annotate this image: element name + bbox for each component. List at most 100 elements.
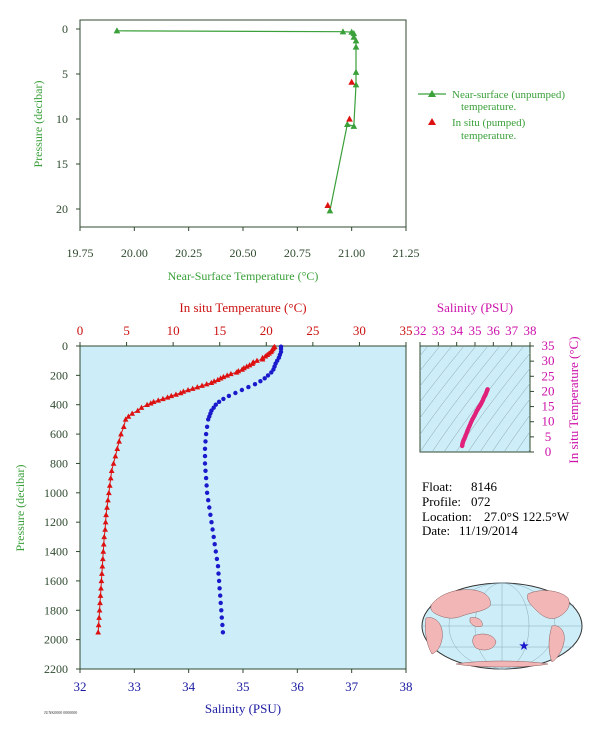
ts-salinity-tick-label: 34 (450, 323, 464, 338)
ts-salinity-tick-label: 33 (432, 323, 445, 338)
profile-salinity-point (210, 527, 215, 532)
near-surface-y-tick-label: 10 (56, 112, 68, 126)
profile-salinity-point (209, 520, 214, 525)
ts-salinity-axis-label: Salinity (PSU) (437, 300, 513, 315)
profile-temperature-tick-label: 0 (77, 323, 84, 338)
ts-temperature-axis-label: In situ Temperature (°C) (566, 336, 581, 463)
profile-temperature-point (97, 592, 104, 598)
near-surface-unpumped-point (113, 27, 121, 34)
world-map (421, 582, 583, 670)
near-surface-series (113, 27, 360, 214)
profile-temperature-point (96, 607, 103, 613)
profile-salinity-point (206, 498, 211, 503)
ts-temperature-tick-label: 20 (542, 383, 555, 398)
profile-temperature-point (107, 475, 114, 481)
profile-salinity-point (203, 475, 209, 481)
profile-temperature-point (99, 563, 106, 569)
profile-plot-frame (79, 345, 407, 670)
near-surface-unpumped-point (350, 30, 358, 37)
near-surface-y-tick-label: 15 (56, 157, 68, 171)
profile-temperature-point (116, 438, 122, 444)
profile-chart: 0 5 10 15 20 25 30 35 32 33 34 35 36 37 38 0 200 400 600… (13, 300, 413, 716)
profile-salinity-axis-label: Salinity (PSU) (205, 701, 281, 716)
profile-pressure-tick-label: 1800 (44, 603, 68, 617)
profile-pressure-tick-label: 2200 (44, 662, 68, 676)
float-info: Float: 8146 Profile: 072 Location: 27.0°… (422, 479, 570, 538)
date-value: 11/19/2014 (459, 523, 518, 538)
near-surface-unpumped-point (343, 120, 351, 128)
profile-salinity-series (202, 344, 284, 635)
profile-temperature-point (199, 382, 205, 388)
profile-temperature-point (203, 381, 210, 387)
profile-temperature-point (106, 489, 112, 496)
profile-salinity-point (233, 390, 238, 396)
legend-label-unpumped-1: Near-surface (unpumped) (452, 89, 565, 101)
profile-pressure-tick-label: 1400 (44, 545, 68, 559)
profile-salinity-point (220, 622, 225, 628)
ts-temperature-tick-label: 35 (542, 338, 555, 353)
profile-temperature-point (129, 410, 136, 416)
near-surface-unpumped-point (352, 37, 360, 44)
ts-points (460, 387, 490, 449)
near-surface-x-tick-label: 20.25 (175, 246, 202, 260)
near-surface-unpumped-point (326, 207, 334, 214)
profile-temperature-point (108, 467, 115, 474)
legend-label-pumped-1: In situ (pumped) (452, 117, 526, 129)
near-surface-y-tick-label: 0 (62, 22, 68, 36)
profile-temperature-point (189, 385, 196, 391)
profile-temperature-point (97, 599, 103, 606)
ts-salinity-tick-label: 38 (524, 323, 537, 338)
profile-pressure-tick-label: 1600 (44, 574, 68, 588)
profile-salinity-point (219, 608, 224, 613)
profile-temperature-point (95, 629, 102, 635)
date-label: Date: (422, 523, 450, 538)
ts-temperature-tick-label: 0 (545, 444, 552, 459)
map-land (425, 589, 570, 668)
profile-temperature-point (100, 541, 107, 547)
profile-temperature-point (215, 376, 221, 383)
profile-temperature-point (160, 395, 166, 402)
profile-temperature-point (211, 378, 217, 384)
profile-temperature-point (98, 585, 104, 591)
legend-marker-pumped (428, 118, 436, 125)
profile-temperature-point (164, 394, 171, 400)
profile-temperature-point (95, 621, 102, 628)
profile-temperature-point (246, 362, 253, 368)
profile-temperature-point (168, 392, 175, 399)
profile-temperature-point (262, 353, 269, 359)
float-location-star (519, 641, 529, 650)
profile-salinity-point (203, 468, 208, 473)
near-surface-x-ticks: 19.75 20.00 20.25 20.50 20.75 21.00 21.25 (67, 227, 420, 260)
profile-salinity-point (213, 549, 218, 554)
profile-salinity-point (215, 564, 221, 569)
profile-temperature-tick-label: 20 (260, 323, 273, 338)
profile-temperature-point (155, 397, 162, 403)
profile-salinity-point (246, 384, 251, 390)
profile-salinity-tick-label: 33 (128, 679, 141, 694)
profile-temperature-point (99, 555, 106, 562)
profile-pressure-tick-label: 200 (50, 368, 68, 382)
near-surface-x-label: Near-Surface Temperature (°C) (168, 269, 319, 283)
profile-temperature-point (259, 356, 266, 362)
near-surface-plot-frame (79, 19, 407, 228)
profile-temperature-point (99, 570, 105, 576)
profile-temperature-point (96, 614, 102, 620)
profile-temperature-point (144, 401, 150, 407)
profile-salinity-ticks: 32 33 34 35 36 37 38 (74, 669, 413, 694)
profile-salinity-point (207, 505, 212, 510)
near-surface-legend: Near-surface (unpumped) temperature. In … (418, 89, 565, 142)
ts-temperature-tick-label: 5 (545, 429, 552, 444)
profile-temperature-point (220, 373, 227, 380)
near-surface-y-ticks: 0 5 10 15 20 (56, 22, 80, 216)
location-label: Location: (422, 509, 472, 524)
profile-salinity-tick-label: 32 (74, 679, 87, 694)
ts-temperature-tick-label: 30 (542, 353, 555, 368)
profile-salinity-point (220, 630, 226, 635)
profile-temperature-point (239, 366, 245, 372)
profile-temperature-point (101, 533, 108, 540)
profile-pressure-tick-label: 2000 (44, 633, 68, 647)
profile-temperature-point (104, 504, 110, 510)
profile-temperature-tick-label: 30 (353, 323, 366, 338)
profile-temperature-point (243, 363, 250, 369)
